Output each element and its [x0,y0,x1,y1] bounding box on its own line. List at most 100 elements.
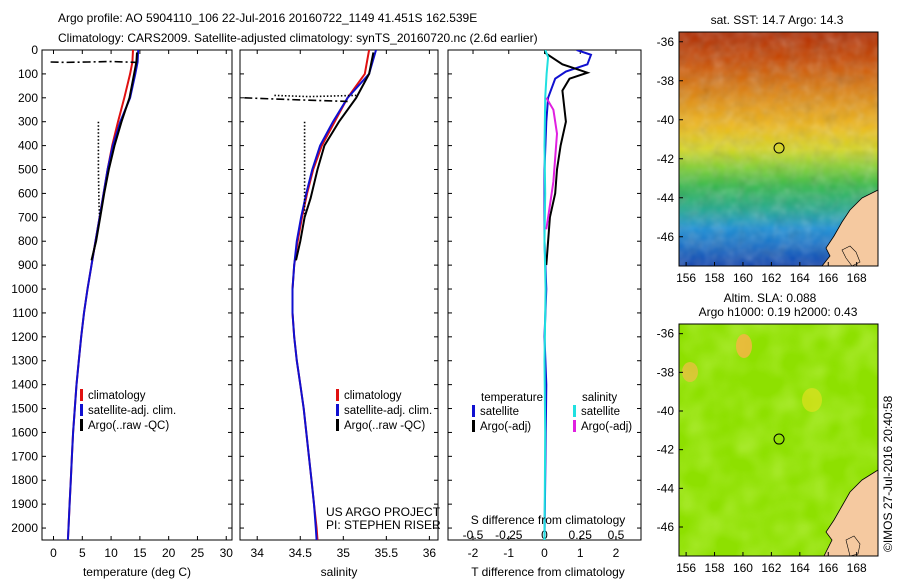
lat-tick-label: -46 [657,520,675,534]
sla-island [845,535,861,556]
x-tick-label: 0 [50,546,57,560]
x-tick-label: 35 [337,546,351,560]
difference-panel: -2 -1 0 1 2-0.5 -0.25 0 0.25 0.5 S difference fr… [447,49,642,579]
legend-swatch [573,420,576,432]
legend-label: Argo(..raw -QC) [344,420,425,432]
depth-tick-label: 1600 [11,425,38,439]
legend-label: satellite-adj. clim. [344,405,432,417]
depth-tick-label: 0 [31,43,38,57]
series-line-argo-raw-spike [244,97,348,103]
x-tick-label: 15 [133,546,147,560]
depth-tick-label: 1300 [11,354,38,368]
legend-swatch [472,405,475,417]
depth-tick-label: 100 [18,67,38,81]
lat-tick-label: -42 [657,443,675,457]
sla-map-ticks: 156 158 160 162 164 166 168 -36 -38 -40 -42 -44 -46 [657,327,867,575]
x-tick-label: 30 [220,546,234,560]
legend-label: satellite-adj. clim. [88,405,176,417]
salinity-series [244,50,377,540]
legend-swatch [80,404,83,416]
temperature-ticks: 0 5 10 15 20 25 30 [42,49,234,560]
depth-tick-label: 200 [18,91,38,105]
salinity-plot-frame [239,49,439,541]
lon-tick-label: 166 [818,561,838,575]
sla-map-subtitle: Argo h1000: 0.19 h2000: 0.43 [699,305,858,319]
sla-high-blob [736,334,752,358]
legend-swatch [573,405,576,417]
depth-tick-label: 2000 [11,521,38,535]
lon-tick-label: 168 [847,561,867,575]
legend-label: Argo(-adj) [480,421,531,433]
series-line-argo-raw-dotted-2 [274,94,357,98]
difference-ticks: -2 -1 0 1 2-0.5 -0.25 0 0.25 0.5 [448,49,641,560]
depth-tick-label: 700 [18,210,38,224]
lat-tick-label: -44 [657,191,675,205]
t-difference-axis-label: T difference from climatology [471,565,625,579]
salinity-legend: climatology satellite-adj. clim. Argo(..ra… [336,389,432,432]
x-tick-label: 2 [613,546,620,560]
series-line-t-argo-adj- [543,51,591,266]
x2-tick-label: -0.5 [463,528,484,542]
depth-tick-label: 900 [18,258,38,272]
sla-map-frame [678,323,879,557]
depth-tick-label: 1400 [11,378,38,392]
sst-map-frame [678,31,879,267]
header-line-2: Climatology: CARS2009. Satellite-adjuste… [58,31,538,45]
legend-label: satellite [480,406,519,418]
depth-tick-labels: 0 100 200 300 400 500 600 700 800 900 1000 1100 1200… [11,43,38,535]
x-tick-label: -2 [468,546,479,560]
sst-map-title: sat. SST: 14.7 Argo: 14.3 [711,13,844,27]
x-tick-label: -1 [503,546,514,560]
lon-tick-label: 166 [818,271,838,285]
series-line-argo-raw-spike [50,60,138,64]
sst-map-panel: sat. SST: 14.7 Argo: 14.3 156 158 160 162 16… [657,13,879,285]
legend-title-temperature: temperature [481,392,543,404]
legend-swatch [472,420,475,432]
depth-tick-label: 300 [18,115,38,129]
depth-tick-label: 600 [18,186,38,200]
lat-tick-label: -40 [657,113,675,127]
depth-tick-label: 1200 [11,330,38,344]
depth-tick-label: 1000 [11,282,38,296]
lat-tick-label: -40 [657,404,675,418]
lat-tick-label: -36 [657,35,675,49]
lon-tick-label: 162 [761,271,781,285]
depth-tick-label: 400 [18,139,38,153]
legend-label: Argo(-adj) [581,421,632,433]
sst-landmass [821,189,878,266]
lon-tick-label: 158 [705,271,725,285]
series-line-s-satellite [543,50,550,540]
argo-location-marker [773,142,785,154]
legend-label: climatology [88,390,146,402]
sla-landmass [823,469,878,556]
x-tick-label: 20 [162,546,176,560]
temperature-legend: climatology satellite-adj. clim. Argo(..ra… [80,389,176,432]
lon-tick-label: 164 [790,561,810,575]
temperature-plot-frame [41,49,233,541]
series-line-argo-raw-qc- [295,52,375,261]
lon-tick-label: 168 [847,271,867,285]
x-tick-label: 1 [577,546,584,560]
depth-tick-label: 1700 [11,449,38,463]
lon-tick-label: 158 [705,561,725,575]
sla-map-title: Altim. SLA: 0.088 [724,291,817,305]
lon-tick-label: 156 [676,271,696,285]
lon-tick-label: 164 [790,271,810,285]
depth-tick-label: 1100 [12,306,38,320]
lon-tick-label: 160 [733,561,753,575]
temperature-axis-label: temperature (deg C) [83,565,191,579]
x-tick-label: 34.5 [289,546,313,560]
series-line-satellite-adj-clim- [291,50,377,540]
difference-series [543,50,593,540]
x-tick-label: 0 [541,546,548,560]
legend-swatch [336,419,339,431]
sst-map-ticks: 156 158 160 162 164 166 168 -36 -38 -40 -42 -44 -46 [657,35,867,285]
lat-tick-label: -36 [657,327,675,341]
lat-tick-label: -46 [657,230,675,244]
sla-map-panel: Altim. SLA: 0.088 Argo h1000: 0.19 h2000… [657,291,879,575]
x-tick-label: 34 [251,546,265,560]
legend-title-salinity: salinity [582,392,617,404]
x-tick-label: 5 [79,546,86,560]
legend-label: climatology [344,390,402,402]
salinity-ticks: 34 34.5 35 35.5 36 [240,49,438,560]
